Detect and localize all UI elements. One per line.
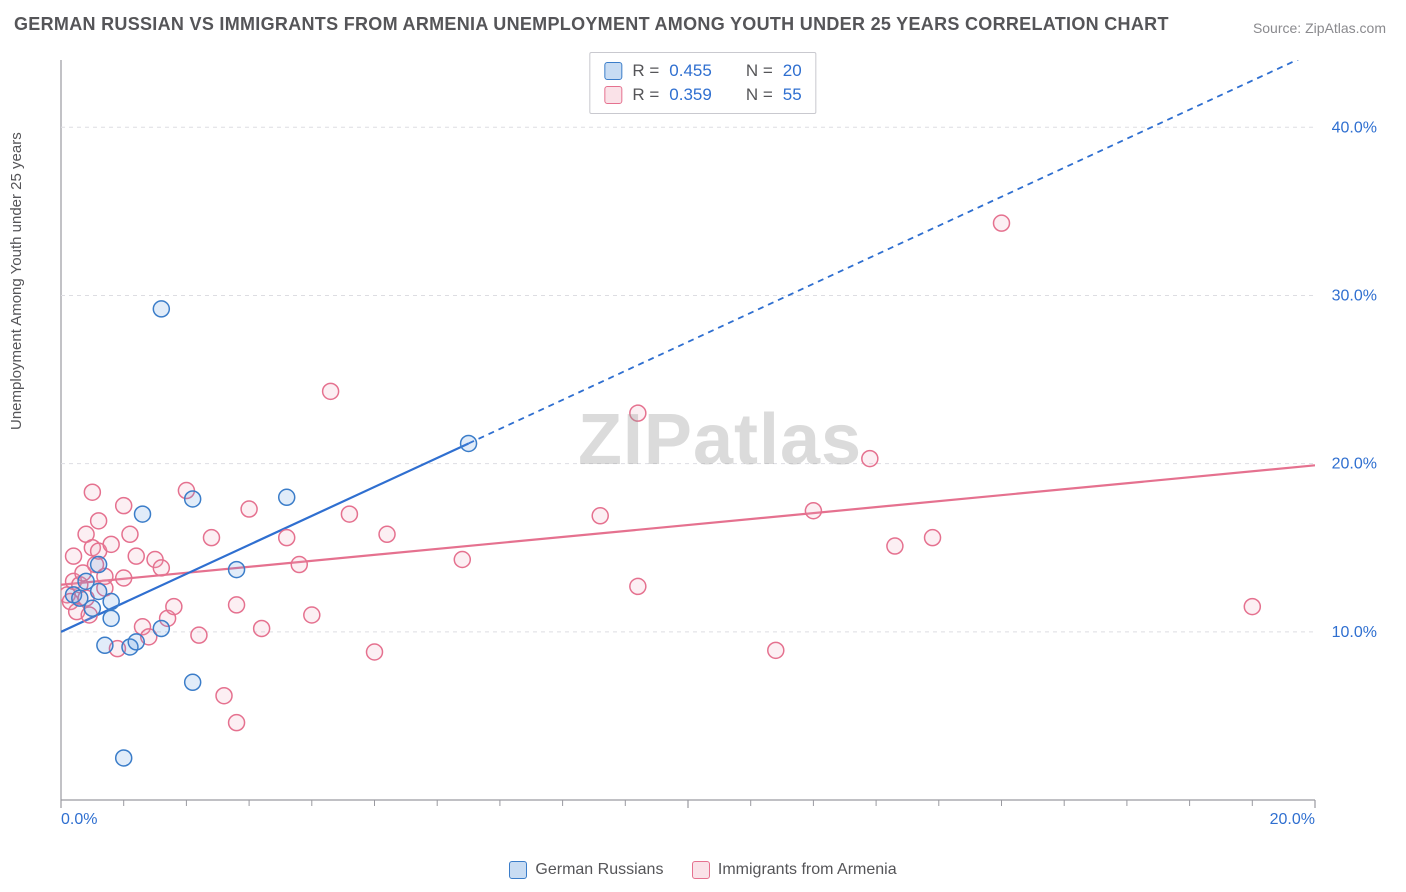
svg-text:20.0%: 20.0% [1332, 456, 1377, 473]
r-value: 0.455 [669, 61, 712, 81]
legend-item-pink: Immigrants from Armenia [692, 861, 897, 879]
legend-item-blue: German Russians [509, 861, 663, 879]
n-value: 55 [783, 85, 802, 105]
swatch-icon [604, 62, 622, 80]
plot-area: 10.0%20.0%30.0%40.0%0.0%20.0% ZIPatlas [55, 50, 1385, 830]
y-axis-label: Unemployment Among Youth under 25 years [8, 132, 25, 430]
series-legend: German Russians Immigrants from Armenia [0, 861, 1406, 884]
r-value: 0.359 [669, 85, 712, 105]
chart-title: GERMAN RUSSIAN VS IMMIGRANTS FROM ARMENI… [14, 14, 1169, 35]
n-value: 20 [783, 61, 802, 81]
r-label: R = [632, 61, 659, 81]
correlation-row-pink: R = 0.359 N = 55 [604, 83, 801, 107]
correlation-row-blue: R = 0.455 N = 20 [604, 59, 801, 83]
svg-text:0.0%: 0.0% [61, 811, 97, 828]
svg-text:40.0%: 40.0% [1332, 119, 1377, 136]
source-attribution: Source: ZipAtlas.com [1253, 20, 1386, 36]
legend-label: German Russians [535, 861, 663, 879]
svg-text:10.0%: 10.0% [1332, 624, 1377, 641]
swatch-icon [692, 861, 710, 879]
svg-text:20.0%: 20.0% [1270, 811, 1315, 828]
r-label: R = [632, 85, 659, 105]
n-label: N = [746, 85, 773, 105]
swatch-icon [509, 861, 527, 879]
legend-label: Immigrants from Armenia [718, 861, 897, 879]
correlation-legend-box: R = 0.455 N = 20 R = 0.359 N = 55 [589, 52, 816, 114]
swatch-icon [604, 86, 622, 104]
svg-text:30.0%: 30.0% [1332, 287, 1377, 304]
n-label: N = [746, 61, 773, 81]
scatter-chart-svg: 10.0% 20.0% 30.0% 40.0% 0.0% 20.0% [55, 50, 1385, 830]
